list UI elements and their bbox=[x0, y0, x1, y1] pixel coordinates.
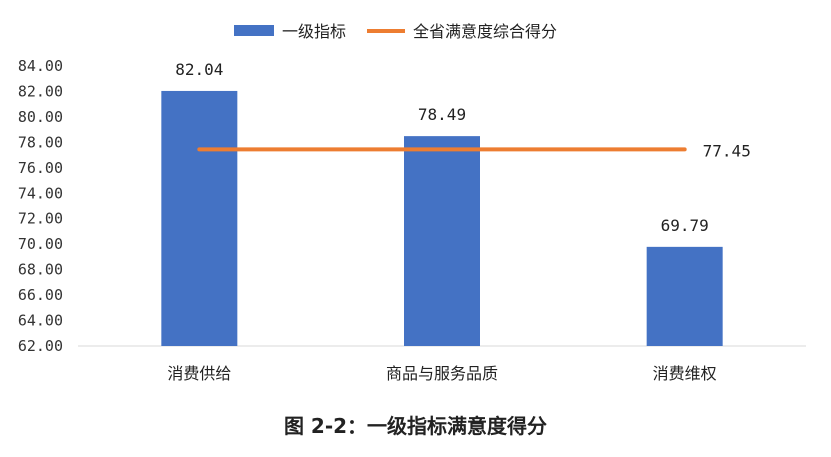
bar-value-label: 78.49 bbox=[418, 105, 466, 124]
category-labels: 消费供给 商品与服务品质 消费维权 bbox=[167, 364, 716, 383]
bar-value-label: 69.79 bbox=[661, 216, 709, 235]
y-tick-label: 68.00 bbox=[18, 261, 63, 279]
y-axis: 62.00 64.00 66.00 68.00 70.00 72.00 74.00 76.00… bbox=[18, 57, 63, 355]
y-tick-label: 72.00 bbox=[18, 210, 63, 228]
category-label: 消费维权 bbox=[653, 364, 717, 383]
chart-svg: 一级指标 全省满意度综合得分 62.00 64.00 66.00 68.00 70.00… bbox=[18, 22, 806, 383]
y-tick-label: 74.00 bbox=[18, 184, 63, 202]
category-label: 商品与服务品质 bbox=[386, 364, 498, 383]
bar bbox=[161, 90, 238, 346]
chart-area: 一级指标 全省满意度综合得分 62.00 64.00 66.00 68.00 70.00… bbox=[18, 22, 806, 383]
legend-line-label: 全省满意度综合得分 bbox=[413, 22, 557, 41]
bars: 82.04 78.49 69.79 bbox=[161, 60, 723, 346]
figure-caption: 图 2-2：一级指标满意度得分 bbox=[283, 414, 548, 438]
category-label: 消费供给 bbox=[167, 364, 231, 383]
bar bbox=[646, 246, 723, 346]
y-tick-label: 82.00 bbox=[18, 82, 63, 100]
y-tick-label: 66.00 bbox=[18, 286, 63, 304]
y-tick-label: 64.00 bbox=[18, 312, 63, 330]
y-tick-label: 80.00 bbox=[18, 108, 63, 126]
bar-value-label: 82.04 bbox=[175, 60, 223, 79]
average-line-group: 77.45 bbox=[197, 141, 751, 160]
y-tick-label: 84.00 bbox=[18, 57, 63, 75]
average-line-label: 77.45 bbox=[703, 141, 751, 160]
legend: 一级指标 全省满意度综合得分 bbox=[234, 22, 557, 41]
y-tick-label: 70.00 bbox=[18, 235, 63, 253]
y-tick-label: 78.00 bbox=[18, 133, 63, 151]
y-tick-label: 76.00 bbox=[18, 159, 63, 177]
bar bbox=[404, 136, 480, 346]
legend-bar-label: 一级指标 bbox=[282, 22, 346, 41]
y-tick-label: 62.00 bbox=[18, 337, 63, 355]
legend-bar-swatch bbox=[234, 25, 274, 36]
